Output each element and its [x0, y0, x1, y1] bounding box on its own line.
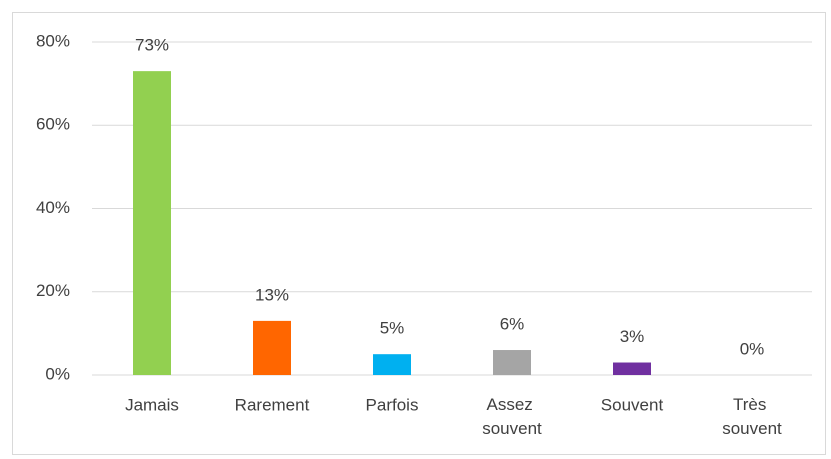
x-tick-label: Parfois	[366, 395, 419, 414]
bar	[133, 71, 171, 375]
x-tick-label: Jamais	[125, 395, 179, 414]
x-tick-label: Souvent	[601, 395, 664, 414]
y-tick-label: 40%	[36, 198, 70, 217]
data-label: 5%	[380, 319, 405, 338]
bar	[373, 354, 411, 375]
y-tick-label: 80%	[36, 31, 70, 50]
y-tick-label: 60%	[36, 115, 70, 134]
y-tick-label: 0%	[45, 364, 70, 383]
data-label: 13%	[255, 285, 289, 304]
x-tick-label: Assez souvent	[482, 395, 542, 438]
bar	[613, 362, 651, 375]
bar	[253, 320, 291, 375]
y-tick-label: 20%	[36, 281, 70, 300]
bar	[493, 350, 531, 375]
data-label: 6%	[500, 315, 525, 334]
data-label: 0%	[740, 339, 765, 358]
x-tick-label: Rarement	[235, 395, 310, 414]
data-label: 73%	[135, 36, 169, 55]
data-label: 3%	[620, 327, 645, 346]
x-tick-label: Très souvent	[722, 395, 782, 438]
